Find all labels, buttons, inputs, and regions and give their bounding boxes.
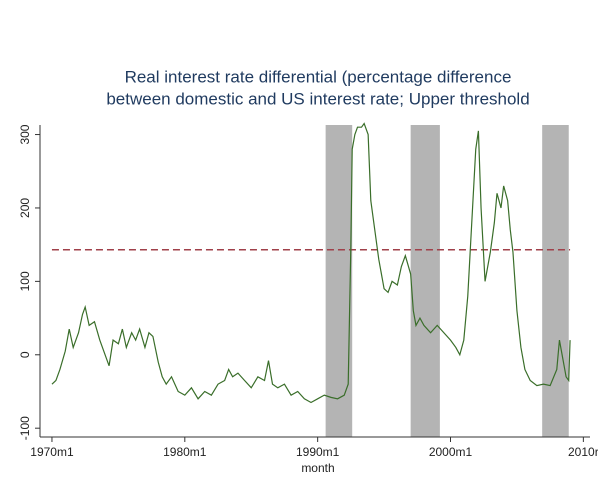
shaded-period: [410, 125, 440, 437]
y-tick-label: -100: [18, 416, 32, 440]
x-tick-label: 1990m1: [296, 445, 340, 459]
shaded-period: [542, 125, 569, 437]
data-line: [51, 122, 571, 404]
shaded-period: [325, 125, 353, 437]
x-tick-label: 2000m1: [429, 445, 473, 459]
chart-title: Real interest rate differential (percent…: [125, 67, 512, 86]
y-tick-label: 100: [18, 271, 32, 291]
chart-title: between domestic and US interest rate; U…: [106, 89, 529, 108]
x-tick-label: 1980m1: [163, 445, 207, 459]
y-tick-label: 200: [18, 198, 32, 218]
x-tick-label: 2010r: [568, 445, 598, 459]
y-tick-label: 300: [18, 124, 32, 144]
x-axis-label: month: [301, 461, 334, 475]
x-tick-label: 1970m1: [30, 445, 74, 459]
y-tick-label: 0: [18, 351, 32, 358]
